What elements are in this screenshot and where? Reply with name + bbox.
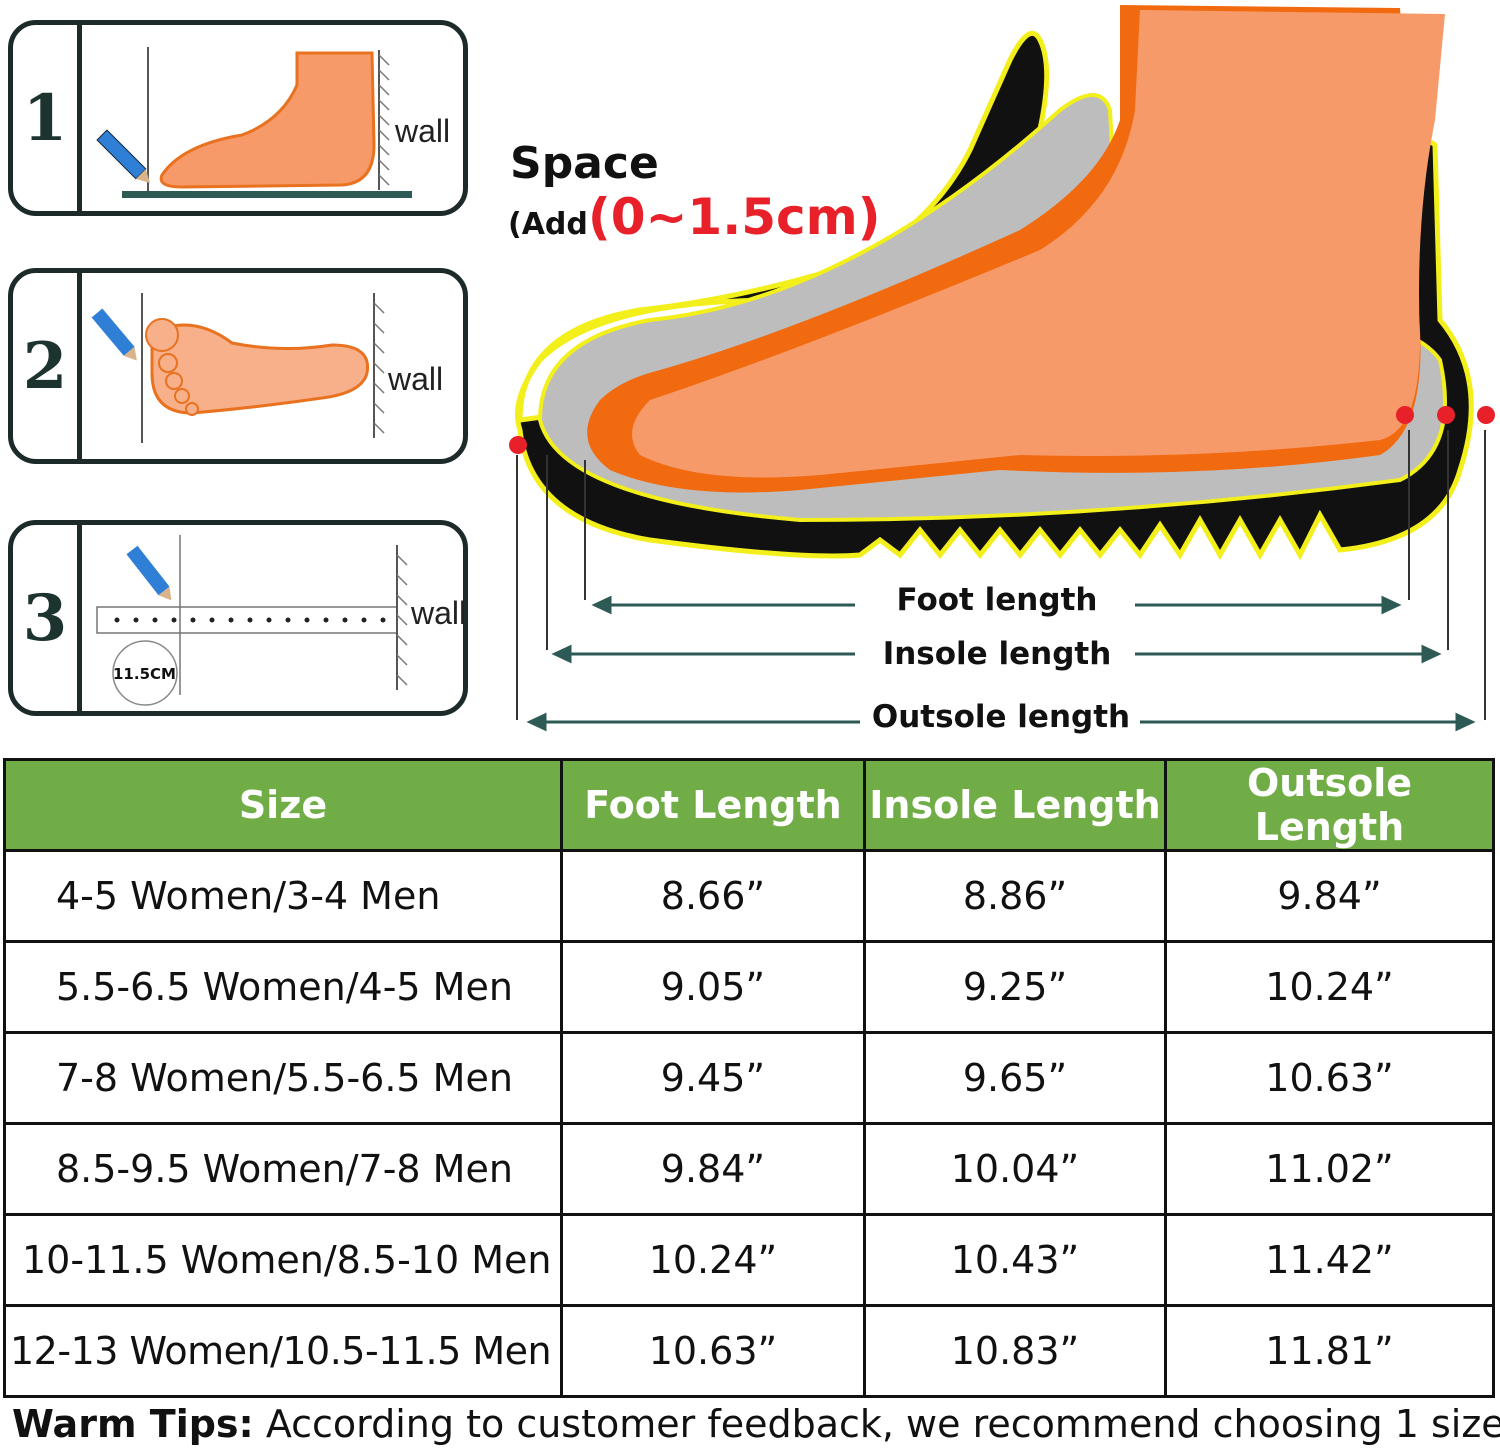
insole-length-label: Insole length — [882, 636, 1112, 672]
foot-length-cell: 10.24” — [559, 1213, 866, 1307]
foot-length-cell: 9.84” — [559, 1122, 866, 1216]
size-cell: 8.5-9.5 Women/7-8 Men — [3, 1122, 563, 1216]
foot-length-cell: 9.05” — [559, 940, 866, 1034]
size-cell: 12-13 Women/10.5-11.5 Men — [3, 1304, 563, 1398]
outsole-length-cell: 10.63” — [1164, 1031, 1495, 1125]
step-1-panel: 1 wall — [8, 20, 468, 216]
step-2-panel: 2 wall — [8, 268, 468, 464]
table-row: 10-11.5 Women/8.5-10 Men 10.24” 10.43” 1… — [3, 1213, 1495, 1307]
pencil-icon — [96, 129, 151, 184]
table-row: 12-13 Women/10.5-11.5 Men 10.63” 10.83” … — [3, 1304, 1495, 1398]
size-cell: 7-8 Women/5.5-6.5 Men — [3, 1031, 563, 1125]
foot-side-illustration — [96, 47, 412, 198]
foot-length-cell: 10.63” — [559, 1304, 866, 1398]
header-insole-length: Insole Length — [862, 758, 1168, 852]
size-cell: 4-5 Women/3-4 Men — [3, 849, 563, 943]
outsole-length-cell: 11.42” — [1164, 1213, 1495, 1307]
table-row: 5.5-6.5 Women/4-5 Men 9.05” 9.25” 10.24” — [3, 940, 1495, 1034]
step-number: 2 — [13, 273, 82, 459]
foot-shape — [632, 10, 1445, 478]
table-row: 7-8 Women/5.5-6.5 Men 9.45” 9.65” 10.63” — [3, 1031, 1495, 1125]
warm-tips: Warm Tips: According to customer feedbac… — [12, 1402, 1500, 1446]
shoe-cross-section-diagram — [509, 5, 1495, 732]
foot-length-label: Foot length — [896, 582, 1098, 618]
header-size: Size — [3, 758, 563, 852]
add-value: (0~1.5cm) — [587, 188, 881, 246]
insole-length-cell: 10.43” — [862, 1213, 1168, 1307]
header-outsole-length: Outsole Length — [1164, 758, 1495, 852]
wall-label: wall — [388, 361, 444, 397]
insole-length-cell: 9.25” — [862, 940, 1168, 1034]
size-chart-table: Size Foot Length Insole Length Outsole L… — [3, 758, 1495, 1398]
table-row: 8.5-9.5 Women/7-8 Men 9.84” 10.04” 11.02… — [3, 1122, 1495, 1216]
wall-label: wall — [395, 113, 451, 149]
outsole-length-cell: 11.02” — [1164, 1122, 1495, 1216]
insole-length-cell: 10.04” — [862, 1122, 1168, 1216]
table-header-row: Size Foot Length Insole Length Outsole L… — [3, 758, 1495, 852]
foot-top-illustration — [91, 293, 385, 443]
insole-length-cell: 8.86” — [862, 849, 1168, 943]
step-number: 3 — [13, 525, 82, 711]
step-3-panel: 3 11.5CM wall — [8, 520, 468, 716]
warm-tips-label: Warm Tips: — [12, 1402, 254, 1446]
length-arrows — [526, 595, 1476, 732]
add-prefix: (Add — [508, 207, 588, 242]
outsole-length-cell: 11.81” — [1164, 1304, 1495, 1398]
warm-tips-text: According to customer feedback, we recom… — [253, 1402, 1500, 1446]
space-label: Space — [510, 138, 659, 189]
size-cell: 10-11.5 Women/8.5-10 Men — [3, 1213, 563, 1307]
measure-markers — [509, 406, 1495, 454]
insole-length-cell: 10.83” — [862, 1304, 1168, 1398]
outsole-length-cell: 9.84” — [1164, 849, 1495, 943]
outsole-length-cell: 10.24” — [1164, 940, 1495, 1034]
header-foot-length: Foot Length — [559, 758, 866, 852]
outsole-length-label: Outsole length — [871, 699, 1131, 735]
foot-length-cell: 8.66” — [559, 849, 866, 943]
insole-length-cell: 9.65” — [862, 1031, 1168, 1125]
pencil-icon — [126, 545, 172, 601]
pencil-icon — [91, 308, 137, 361]
table-row: 4-5 Women/3-4 Men 8.66” 8.86” 9.84” — [3, 849, 1495, 943]
wall-label: wall — [411, 595, 467, 631]
foot-length-cell: 9.45” — [559, 1031, 866, 1125]
size-cell: 5.5-6.5 Women/4-5 Men — [3, 940, 563, 1034]
space-add-label: (Add(0~1.5cm) — [508, 188, 881, 246]
step-number: 1 — [13, 25, 82, 211]
ruler-illustration — [96, 535, 408, 706]
measurement-label: 11.5CM — [113, 665, 176, 683]
